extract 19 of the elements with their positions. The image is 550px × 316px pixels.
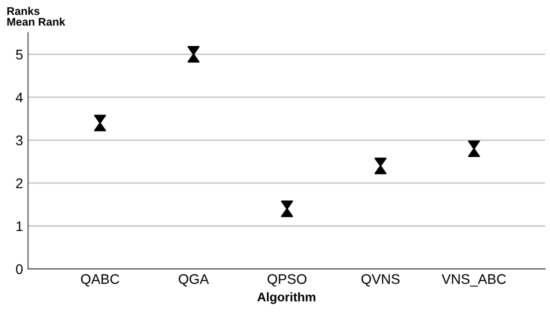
- y-tick-label: 3: [16, 135, 23, 146]
- x-tick-label: QABC: [81, 274, 120, 286]
- y-tick-label: 2: [16, 178, 22, 188]
- point: [281, 200, 294, 218]
- point: [94, 114, 106, 132]
- x-tick-label: VNS_ABC: [442, 274, 506, 287]
- x-axis-title: Algorithm: [257, 292, 316, 304]
- x-tick-label: QVNS: [361, 274, 400, 286]
- x-tick-label: QPSO: [268, 274, 306, 286]
- y-tick-label: 5: [16, 50, 23, 60]
- y-tick-label: 0: [16, 264, 23, 274]
- x-tick-label: QGA: [178, 274, 209, 286]
- point: [468, 140, 480, 158]
- point: [188, 46, 200, 63]
- chart-title: Ranks: [7, 6, 40, 15]
- point: [374, 158, 387, 174]
- y-tick-label: 1: [16, 221, 23, 232]
- y-axis-title: Mean Rank: [7, 18, 66, 26]
- y-tick-label: 4: [16, 92, 23, 102]
